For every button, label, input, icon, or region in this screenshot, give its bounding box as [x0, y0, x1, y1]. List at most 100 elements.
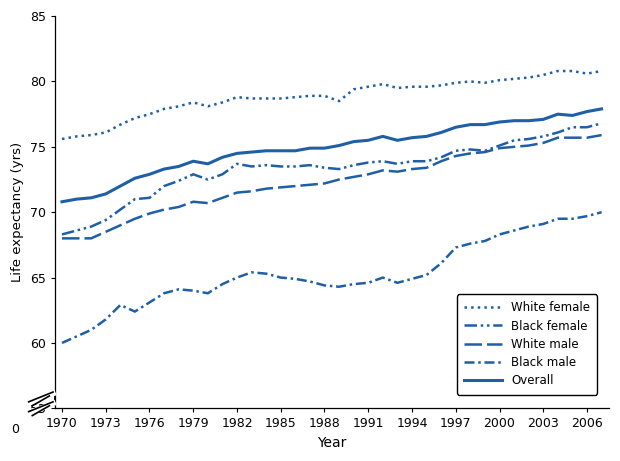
- Black male: [525, 224, 533, 230]
- Black male: [379, 275, 386, 280]
- White female: [58, 136, 66, 142]
- Black female: [204, 177, 211, 182]
- Black female: [175, 178, 182, 183]
- Black male: [102, 317, 110, 322]
- Black male: [131, 309, 139, 314]
- White male: [539, 140, 547, 146]
- Overall: [321, 145, 328, 151]
- Black male: [87, 327, 95, 333]
- Overall: [117, 183, 124, 189]
- Legend: White female, Black female, White male, Black male, Overall: White female, Black female, White male, …: [457, 294, 598, 395]
- Overall: [438, 130, 445, 135]
- White male: [379, 168, 386, 173]
- Overall: [481, 122, 489, 127]
- White male: [554, 135, 562, 141]
- White female: [467, 79, 474, 84]
- White female: [321, 93, 328, 99]
- White male: [87, 236, 95, 241]
- White female: [569, 68, 576, 74]
- White male: [204, 200, 211, 206]
- Overall: [350, 139, 357, 144]
- White female: [379, 81, 386, 87]
- Black female: [190, 171, 197, 177]
- Overall: [409, 135, 416, 141]
- Overall: [583, 109, 591, 114]
- Black female: [510, 137, 518, 143]
- Black male: [598, 209, 605, 215]
- Black male: [277, 275, 285, 280]
- White female: [452, 80, 459, 86]
- Overall: [73, 196, 81, 202]
- Text: 0: 0: [11, 423, 19, 437]
- Y-axis label: Life expectancy (yrs): Life expectancy (yrs): [11, 142, 24, 282]
- Black female: [525, 136, 533, 142]
- Black female: [379, 159, 386, 164]
- Black male: [248, 270, 255, 275]
- Overall: [335, 143, 343, 148]
- Black male: [321, 283, 328, 288]
- Overall: [496, 119, 503, 125]
- White female: [306, 93, 314, 99]
- White male: [452, 153, 459, 159]
- Overall: [554, 112, 562, 117]
- Overall: [146, 171, 153, 177]
- White female: [423, 84, 430, 89]
- Black male: [569, 216, 576, 222]
- Overall: [277, 148, 285, 154]
- Black male: [262, 271, 270, 277]
- Black male: [190, 288, 197, 293]
- White female: [248, 96, 255, 101]
- Black female: [277, 164, 285, 169]
- White male: [438, 159, 445, 164]
- Line: White female: White female: [62, 71, 601, 139]
- Overall: [161, 166, 168, 172]
- Black female: [131, 196, 139, 202]
- White male: [233, 190, 241, 195]
- Black male: [452, 245, 459, 250]
- White male: [423, 165, 430, 171]
- Black male: [350, 281, 357, 287]
- White male: [496, 145, 503, 151]
- Black female: [248, 164, 255, 169]
- White female: [583, 71, 591, 77]
- White male: [365, 171, 372, 177]
- Black female: [554, 130, 562, 135]
- White male: [161, 207, 168, 213]
- Overall: [423, 134, 430, 139]
- Overall: [58, 199, 66, 205]
- Line: Black male: Black male: [62, 212, 601, 343]
- White male: [394, 169, 401, 174]
- Black male: [175, 287, 182, 292]
- Black male: [409, 276, 416, 282]
- Black male: [438, 260, 445, 266]
- White female: [438, 83, 445, 88]
- Black female: [467, 147, 474, 152]
- White female: [409, 84, 416, 89]
- Black female: [291, 164, 299, 169]
- Overall: [204, 161, 211, 166]
- Black male: [394, 280, 401, 285]
- White female: [525, 75, 533, 80]
- White male: [248, 189, 255, 194]
- Black female: [365, 160, 372, 165]
- Overall: [219, 154, 226, 160]
- Black female: [161, 183, 168, 189]
- Overall: [306, 145, 314, 151]
- Black female: [350, 162, 357, 168]
- White female: [204, 104, 211, 109]
- White female: [365, 84, 372, 89]
- Black female: [219, 171, 226, 177]
- X-axis label: Year: Year: [317, 436, 347, 450]
- White male: [335, 177, 343, 182]
- Black male: [146, 300, 153, 305]
- Overall: [394, 137, 401, 143]
- Overall: [175, 164, 182, 169]
- Black female: [58, 232, 66, 237]
- Black male: [219, 281, 226, 287]
- White female: [175, 104, 182, 109]
- Black male: [365, 280, 372, 285]
- White male: [583, 135, 591, 141]
- Overall: [365, 137, 372, 143]
- Black male: [204, 290, 211, 296]
- White female: [117, 122, 124, 127]
